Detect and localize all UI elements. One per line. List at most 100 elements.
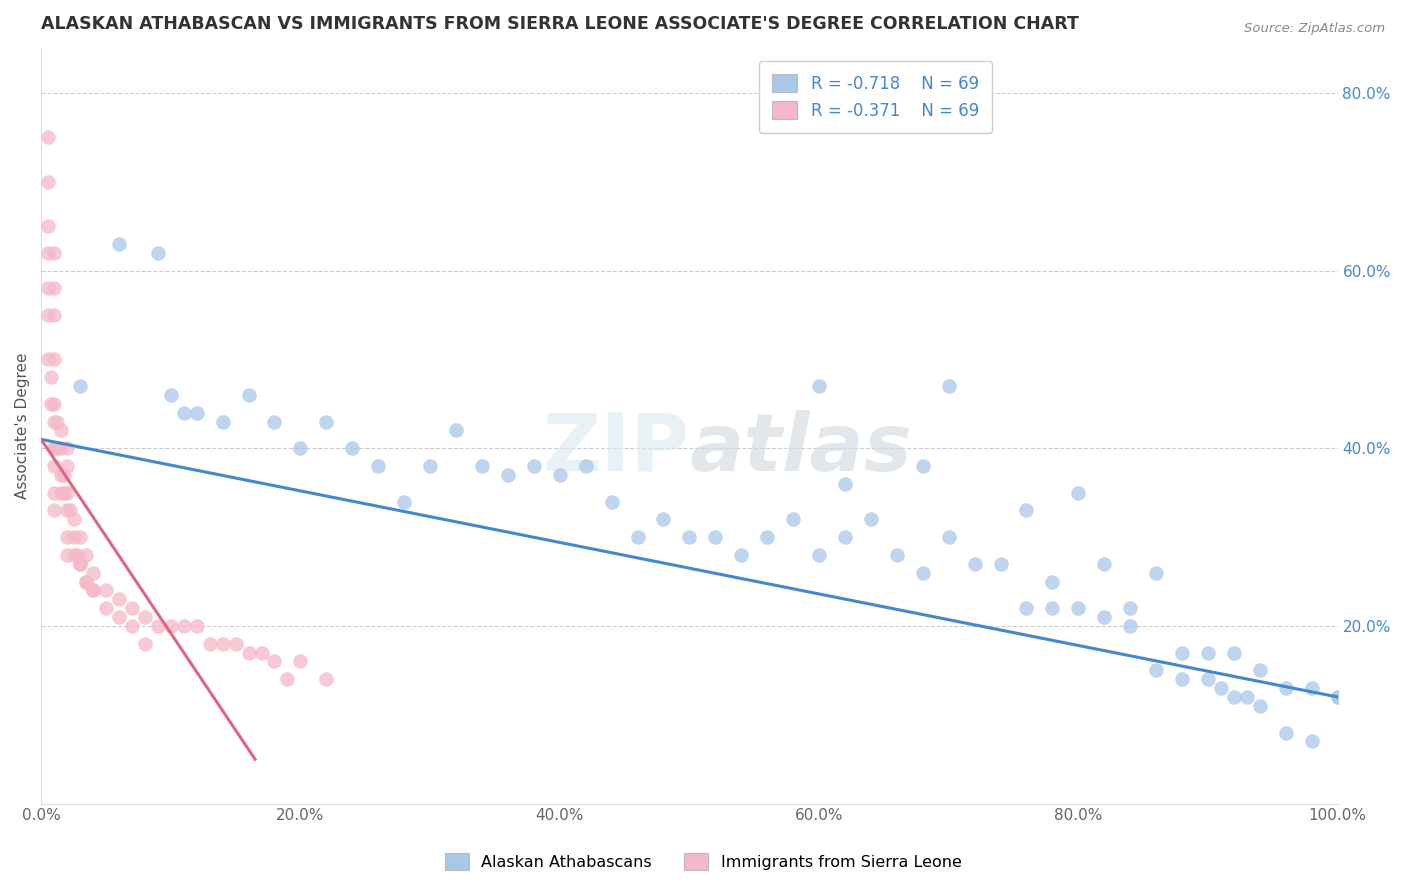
Point	[1144, 664, 1167, 678]
Point	[678, 530, 700, 544]
Point	[1067, 485, 1090, 500]
Point	[53, 467, 76, 482]
Point	[1092, 610, 1115, 624]
Point	[62, 512, 84, 526]
Point	[211, 415, 233, 429]
Point	[419, 458, 441, 473]
Point	[134, 610, 156, 624]
Point	[704, 530, 727, 544]
Point	[45, 442, 67, 456]
Point	[56, 548, 79, 562]
Point	[108, 610, 131, 624]
Point	[1144, 566, 1167, 580]
Point	[173, 619, 195, 633]
Point	[108, 592, 131, 607]
Point	[53, 485, 76, 500]
Point	[911, 458, 934, 473]
Point	[886, 548, 908, 562]
Point	[42, 308, 65, 322]
Point	[37, 245, 59, 260]
Point	[1197, 672, 1219, 686]
Point	[600, 494, 623, 508]
Point	[626, 530, 648, 544]
Point	[62, 548, 84, 562]
Point	[49, 424, 72, 438]
Point	[42, 281, 65, 295]
Point	[1236, 690, 1258, 704]
Point	[471, 458, 494, 473]
Point	[69, 530, 91, 544]
Point	[1274, 681, 1296, 695]
Point	[730, 548, 752, 562]
Legend: Alaskan Athabascans, Immigrants from Sierra Leone: Alaskan Athabascans, Immigrants from Sie…	[439, 847, 967, 877]
Point	[1119, 619, 1142, 633]
Point	[42, 442, 65, 456]
Point	[238, 646, 260, 660]
Point	[263, 415, 285, 429]
Point	[42, 442, 65, 456]
Point	[225, 637, 247, 651]
Point	[121, 601, 143, 615]
Point	[42, 352, 65, 367]
Point	[1223, 646, 1246, 660]
Point	[1092, 557, 1115, 571]
Point	[444, 424, 467, 438]
Point	[69, 379, 91, 393]
Point	[315, 672, 337, 686]
Point	[146, 619, 169, 633]
Point	[1042, 601, 1064, 615]
Text: Source: ZipAtlas.com: Source: ZipAtlas.com	[1244, 22, 1385, 36]
Point	[211, 637, 233, 651]
Point	[134, 637, 156, 651]
Point	[76, 548, 98, 562]
Point	[69, 557, 91, 571]
Point	[963, 557, 986, 571]
Point	[808, 379, 831, 393]
Point	[173, 406, 195, 420]
Point	[45, 415, 67, 429]
Point	[290, 655, 312, 669]
Point	[66, 548, 89, 562]
Point	[82, 566, 104, 580]
Point	[108, 236, 131, 251]
Point	[1042, 574, 1064, 589]
Point	[938, 530, 960, 544]
Point	[911, 566, 934, 580]
Point	[49, 485, 72, 500]
Point	[782, 512, 804, 526]
Point	[37, 130, 59, 145]
Point	[1223, 690, 1246, 704]
Point	[1249, 698, 1271, 713]
Point	[82, 583, 104, 598]
Point	[42, 415, 65, 429]
Point	[56, 485, 79, 500]
Point	[42, 485, 65, 500]
Point	[41, 370, 63, 384]
Point	[990, 557, 1012, 571]
Point	[367, 458, 389, 473]
Point	[496, 467, 519, 482]
Point	[756, 530, 779, 544]
Point	[238, 388, 260, 402]
Point	[1015, 503, 1038, 517]
Point	[159, 388, 181, 402]
Point	[82, 583, 104, 598]
Point	[42, 245, 65, 260]
Point	[159, 619, 181, 633]
Point	[1067, 601, 1090, 615]
Point	[41, 397, 63, 411]
Point	[1326, 690, 1348, 704]
Point	[42, 458, 65, 473]
Point	[37, 352, 59, 367]
Point	[1249, 664, 1271, 678]
Point	[548, 467, 571, 482]
Point	[56, 503, 79, 517]
Point	[56, 530, 79, 544]
Text: ALASKAN ATHABASCAN VS IMMIGRANTS FROM SIERRA LEONE ASSOCIATE'S DEGREE CORRELATIO: ALASKAN ATHABASCAN VS IMMIGRANTS FROM SI…	[41, 15, 1078, 33]
Point	[186, 406, 208, 420]
Point	[94, 601, 117, 615]
Point	[59, 503, 82, 517]
Point	[42, 503, 65, 517]
Point	[290, 442, 312, 456]
Point	[42, 397, 65, 411]
